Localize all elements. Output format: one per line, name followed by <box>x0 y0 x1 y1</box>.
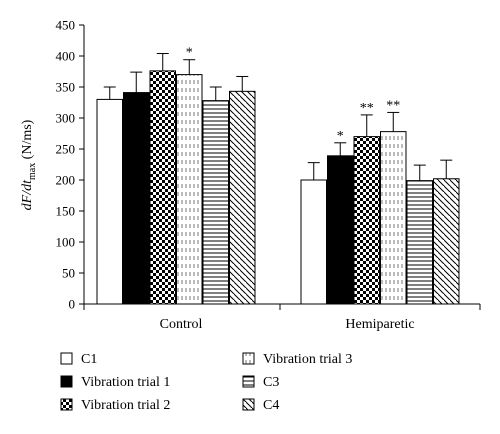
bar <box>433 178 460 305</box>
y-tick-label: 100 <box>56 235 76 250</box>
y-tick-label: 150 <box>56 204 76 219</box>
significance-marker: * <box>337 129 344 144</box>
significance-marker: * <box>186 46 193 61</box>
y-axis-label-main: dF/dt <box>20 179 35 210</box>
bar <box>149 70 176 305</box>
x-tick-label: Control <box>160 317 203 332</box>
legend-swatch <box>60 352 73 365</box>
x-axis: Control Hemiparetic <box>83 303 481 332</box>
legend-label: C3 <box>263 375 279 390</box>
legend-swatch <box>242 352 255 365</box>
y-tick-label: 50 <box>62 266 75 281</box>
y-tick-label: 400 <box>56 49 76 64</box>
legend-swatch <box>242 375 255 388</box>
legend-label: Vibration trial 3 <box>263 352 352 367</box>
y-tick-label: 200 <box>56 173 76 188</box>
bar <box>176 74 203 305</box>
y-axis-label-text: dF/dtmax (N/ms) <box>20 119 38 210</box>
legend-label: Vibration trial 2 <box>81 398 170 413</box>
y-tick-label: 450 <box>56 18 76 33</box>
y-axis-label-unit: (N/ms) <box>20 119 35 163</box>
y-axis-label-sub: max <box>27 163 38 180</box>
legend: C1 Vibration trial 1 Vibration trial 2 Vibr… <box>60 352 352 413</box>
bar <box>229 90 256 305</box>
bar <box>353 136 380 305</box>
y-axis-label: dF/dtmax (N/ms) <box>20 119 38 210</box>
bar <box>300 179 327 305</box>
y-tick-label: 300 <box>56 111 76 126</box>
significance-marker: ** <box>386 98 400 113</box>
y-axis: 0 50 100 150 200 250 300 350 400 450 <box>56 18 85 312</box>
legend-swatch <box>60 398 73 411</box>
significance-marker: ** <box>360 101 374 116</box>
bar <box>327 155 354 305</box>
legend-label: Vibration trial 1 <box>81 375 170 390</box>
legend-label: C1 <box>81 352 97 367</box>
legend-swatch <box>60 375 73 388</box>
bar <box>96 98 123 305</box>
bars: ****** <box>96 46 460 305</box>
legend-swatch <box>242 398 255 411</box>
bar <box>380 131 407 305</box>
bar <box>406 180 433 305</box>
y-tick-label: 250 <box>56 142 76 157</box>
y-tick-label: 350 <box>56 80 76 95</box>
bar <box>202 100 229 305</box>
x-tick-label: Hemiparetic <box>345 317 414 332</box>
legend-label: C4 <box>263 398 279 413</box>
y-tick-label: 0 <box>69 297 76 312</box>
bar <box>123 92 150 305</box>
